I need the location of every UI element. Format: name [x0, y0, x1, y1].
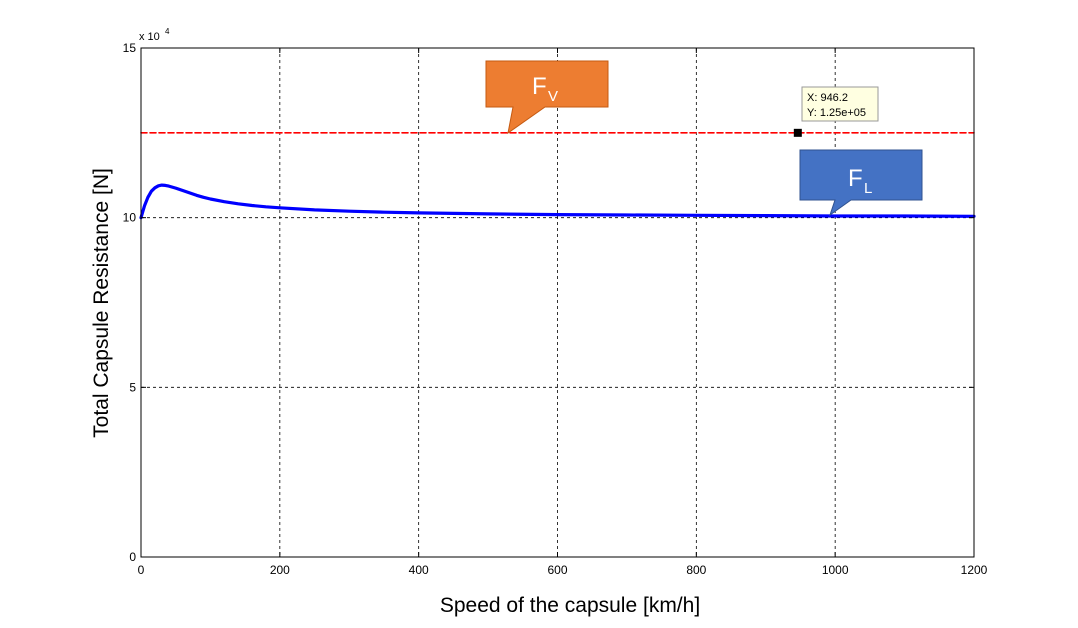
x-tick-label: 400 [409, 563, 429, 577]
ticks: 0 200 400 600 800 1000 1200 0 5 10 15 [123, 41, 988, 577]
x-tick-label: 1000 [822, 563, 849, 577]
x-tick-label: 600 [547, 563, 567, 577]
y-tick-label: 15 [123, 41, 137, 55]
y-exponent-label: x 10 [139, 31, 160, 43]
x-axis-label: Speed of the capsule [km/h] [440, 594, 700, 617]
y-axis-label: Total Capsule Resistance [N] [90, 168, 113, 438]
y-tick-label: 5 [129, 380, 136, 394]
callout-fv-sub: V [548, 88, 558, 105]
x-tick-label: 1200 [961, 563, 988, 577]
callout-fl-sub: L [864, 180, 872, 197]
x-tick-label: 200 [270, 563, 290, 577]
callout-fl: F L [799, 149, 923, 217]
callout-fv: F V [485, 60, 609, 135]
y-exponent-power: 4 [165, 27, 170, 36]
series-line-resistance [139, 183, 976, 220]
data-tip-box [801, 86, 879, 122]
x-tick-label: 800 [686, 563, 706, 577]
data-tip: X: 946.2 Y: 1.25e+05 [793, 86, 879, 137]
series-layer [139, 132, 976, 220]
data-tip-x: X: 946.2 [807, 92, 848, 104]
x-tick-label: 0 [138, 563, 145, 577]
data-tip-y: Y: 1.25e+05 [807, 107, 866, 119]
callout-fl-main: F [848, 165, 863, 192]
callout-fl-shape [799, 149, 923, 217]
y-tick-label: 10 [123, 211, 137, 225]
callout-fv-shape [485, 60, 609, 135]
data-tip-marker[interactable] [793, 128, 802, 137]
y-tick-label: 0 [129, 550, 136, 564]
callout-fv-main: F [532, 73, 547, 100]
